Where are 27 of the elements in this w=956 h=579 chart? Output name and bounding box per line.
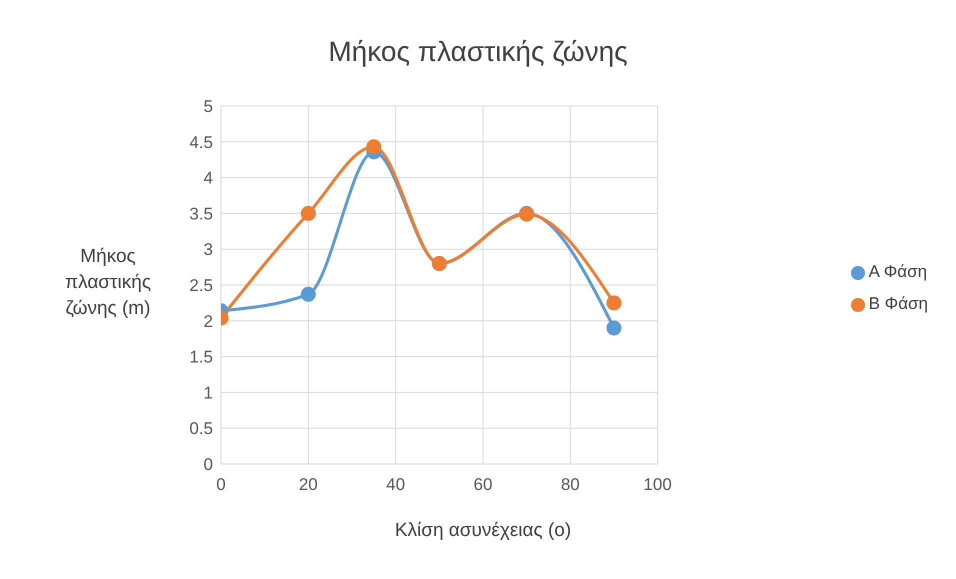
y-tick-label: 4.5 xyxy=(189,132,213,152)
x-tick-label: 80 xyxy=(560,475,580,494)
x-axis-title: Κλίση ασυνέχειας (ο) xyxy=(394,520,572,542)
y-tick-label: 0.5 xyxy=(189,419,213,438)
y-tick-label: 2 xyxy=(204,312,213,331)
y-tick-label: 4 xyxy=(204,168,213,188)
y-tick-label: 3 xyxy=(204,240,213,260)
point xyxy=(606,320,622,336)
y-tick-label: 5 xyxy=(204,97,213,116)
point xyxy=(300,286,316,302)
x-tick-label: 0 xyxy=(216,475,226,494)
legend-label: Α Φάση xyxy=(868,262,928,281)
x-tick-label: 20 xyxy=(298,475,318,494)
x-tick-label: 40 xyxy=(386,475,406,494)
point xyxy=(300,206,316,221)
y-axis-title: Μήκος πλαστικής ζώνης (m) xyxy=(64,245,152,321)
x-tick-label: 100 xyxy=(643,475,672,494)
y-tick-label: 3.5 xyxy=(189,204,213,224)
chart-title: Μήκος πλαστικής ζώνης xyxy=(327,36,629,68)
point xyxy=(366,139,382,154)
x-tick-label: 60 xyxy=(473,475,492,494)
y-tick-label: 1 xyxy=(204,383,213,402)
legend-label: Β Φάση xyxy=(868,294,928,313)
y-tick-label: 2.5 xyxy=(189,276,213,296)
y-tick-label: 0 xyxy=(204,455,213,474)
point xyxy=(606,295,622,310)
y-tick-label: 1.5 xyxy=(189,348,213,367)
